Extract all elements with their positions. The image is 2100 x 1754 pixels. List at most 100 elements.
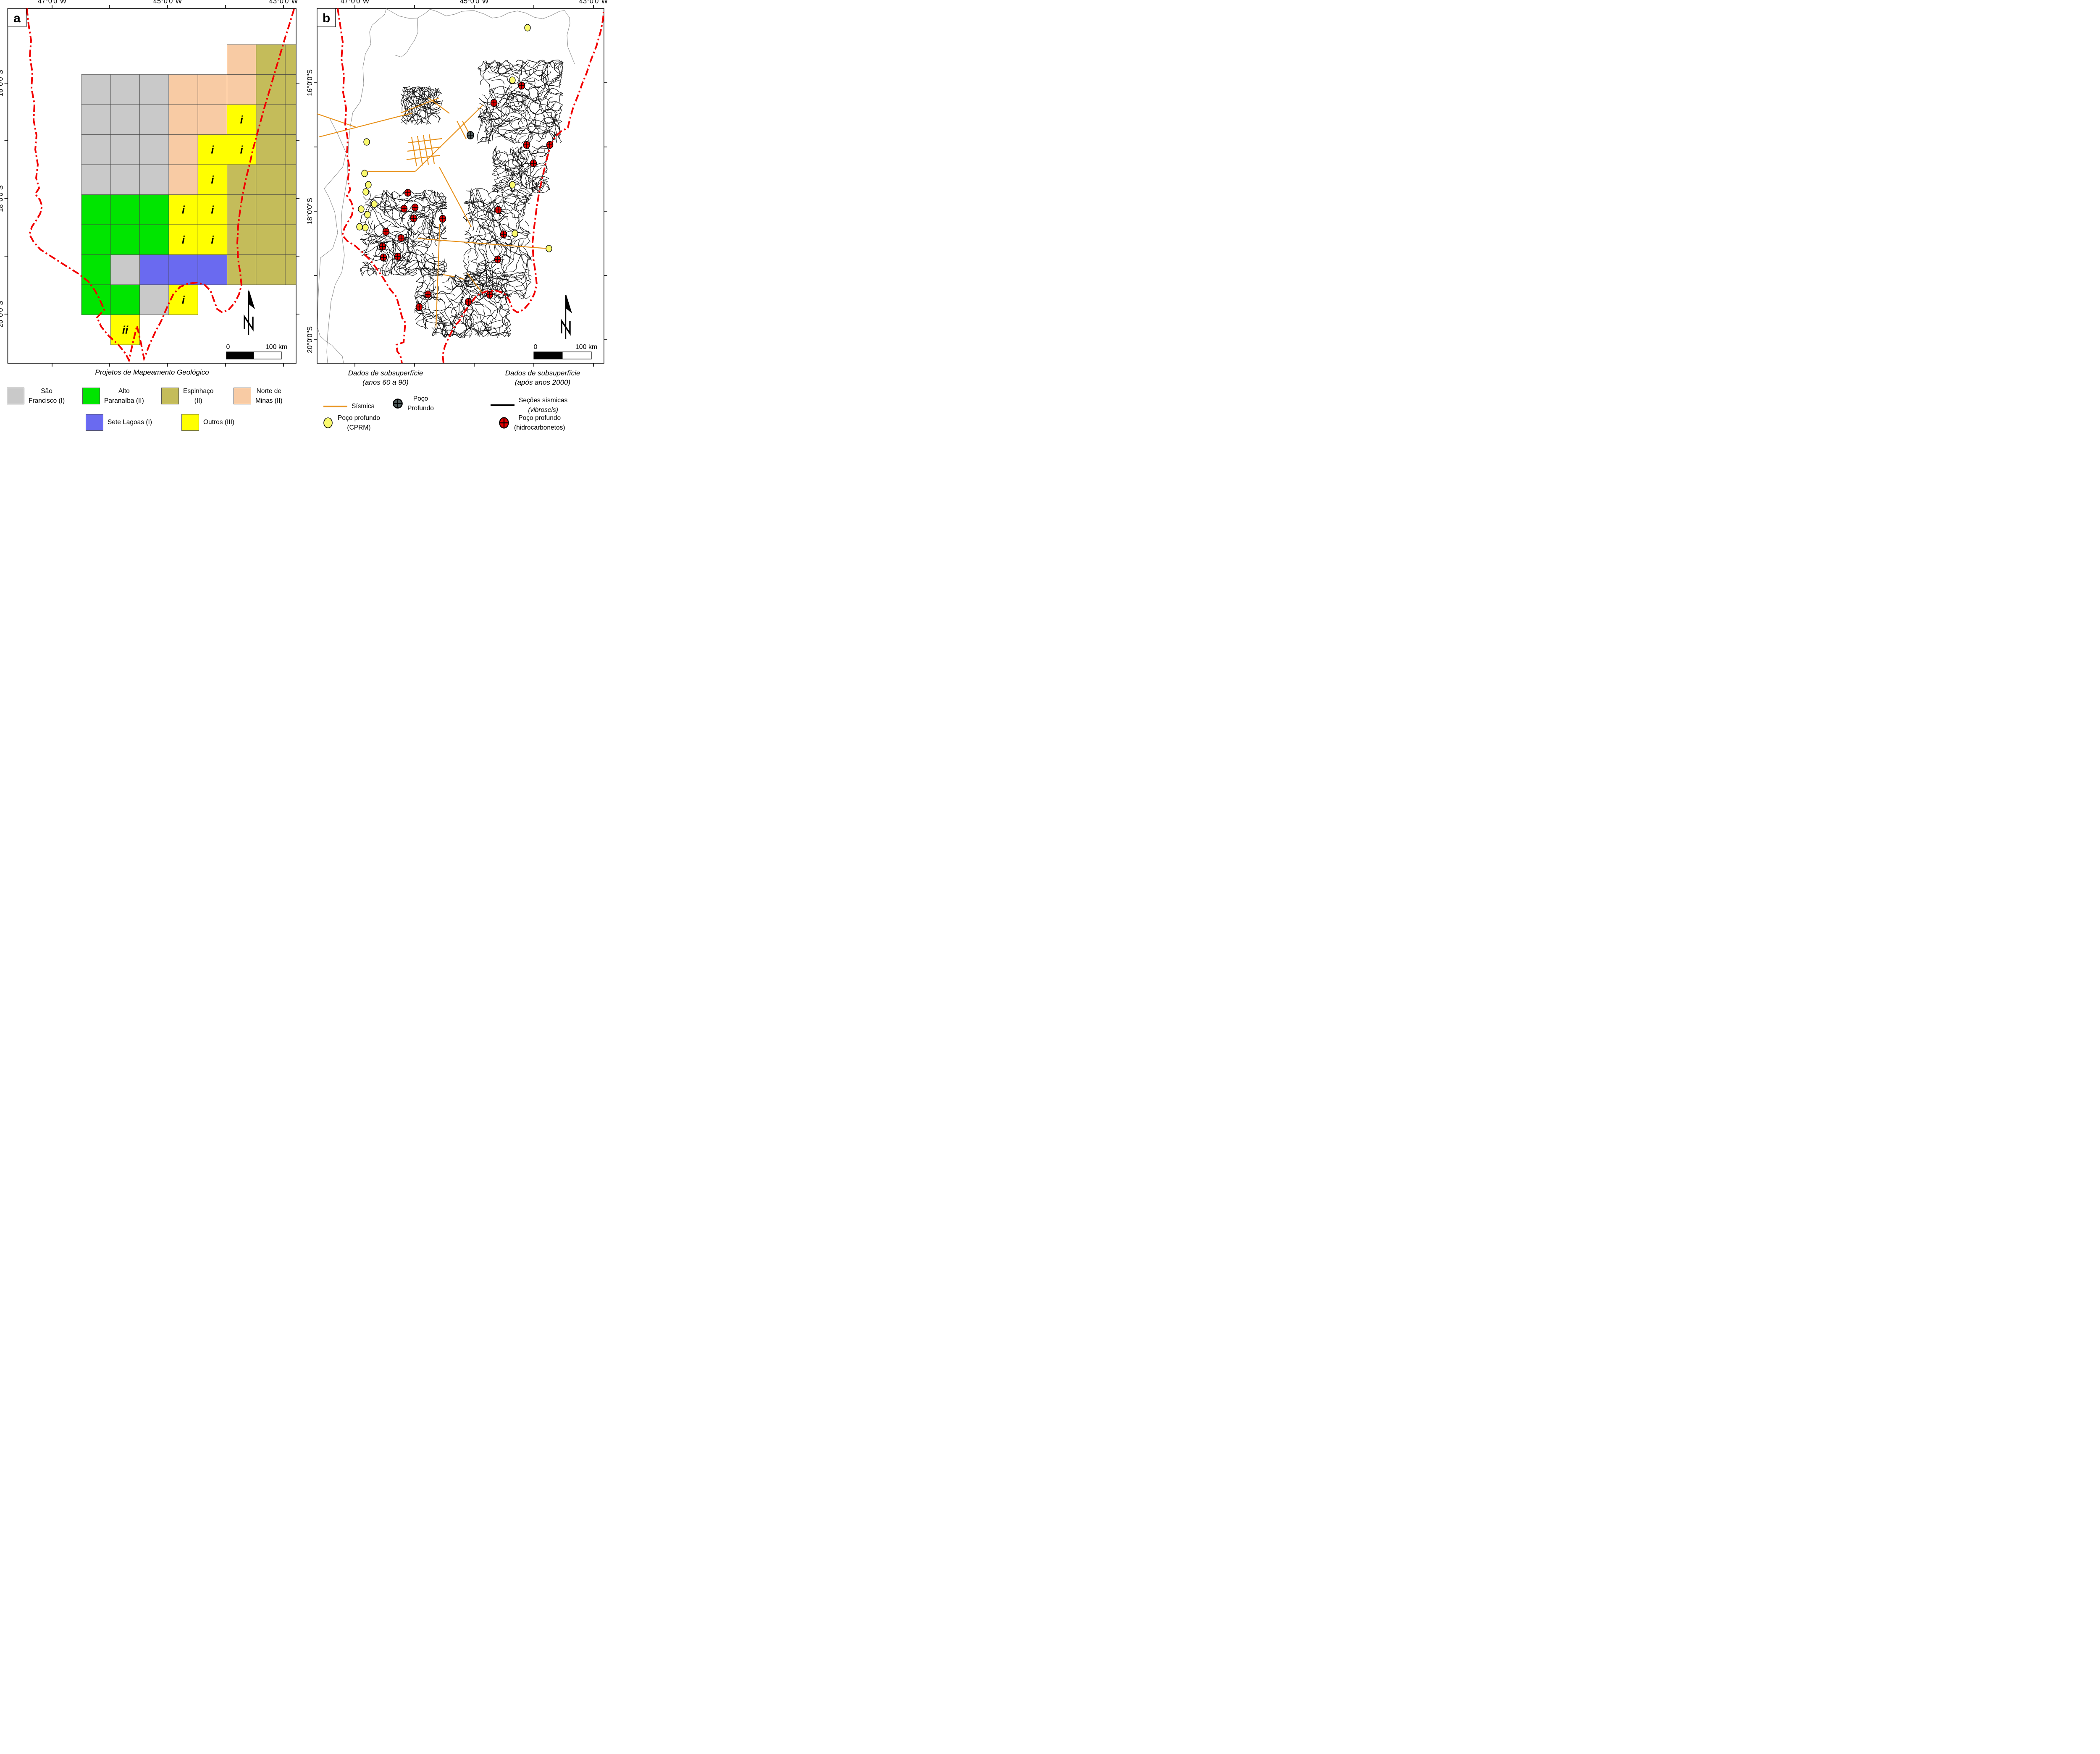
lat-tick-label: 20°0'0''S (0, 301, 5, 328)
scale-bar-filled-half (534, 352, 563, 359)
hydrocarbon-well (494, 255, 501, 264)
grid-cell-mark: i (211, 203, 214, 216)
north-arrow-head (566, 293, 572, 313)
legend-b-title-right: Dados de subsuperfície (após anos 2000) (477, 369, 608, 387)
cprm-well (371, 200, 378, 208)
scale-bar-distance: 100 km (575, 343, 597, 351)
seismic-line (458, 277, 464, 280)
legend-item-poco-profundo: Poço Profundo (392, 394, 434, 414)
grid-cell-mark: i (211, 143, 214, 156)
lat-tick-label: 18°0'0''S (0, 185, 5, 212)
grid-cell (256, 134, 286, 165)
scale-bar-a: 0 100 km (226, 343, 287, 359)
panel-letter-frame (7, 8, 27, 27)
grid-cell-mark: ii (122, 323, 129, 336)
legend-item-poco-hidrocarbonetos: Poço profundo (hidrocarbonetos) (498, 413, 565, 433)
lat-tick-label: 18°0'0''S (306, 198, 314, 225)
legend-a-title: Projetos de Mapeamento Geológico (95, 368, 209, 376)
grid-cell (110, 134, 140, 165)
grid-cell (110, 104, 140, 135)
grid-cell-mark: i (182, 203, 185, 216)
hydrocarbon-well (394, 252, 402, 261)
grid-cell (168, 164, 198, 195)
hydrocarbon-well (410, 214, 417, 223)
figure-root: 47°0'0''W 45°0'0''W 43°0'0''W 16°0'0''S 18°0… (0, 0, 612, 438)
swatch-alto-paranaiba (82, 388, 100, 405)
cprm-well (361, 170, 368, 177)
grid-cell (168, 224, 198, 255)
cprm-well-icon (323, 417, 333, 429)
lat-tick-label: 16°0'0''S (306, 69, 314, 96)
grid-cell-mark: i (240, 143, 244, 156)
grid-cell (110, 164, 140, 195)
hydrocarbon-well (424, 290, 432, 299)
state-boundary-line (386, 8, 575, 64)
hydrocarbon-well (518, 81, 525, 90)
hydrocarbon-well (486, 291, 494, 299)
grid-cell (168, 74, 198, 105)
grid-cell (285, 74, 297, 105)
lon-tick-label: 45°0'0''W (460, 0, 489, 5)
graticule-ticks-a: 47°0'0''W 45°0'0''W 43°0'0''W 16°0'0''S 18°0… (0, 0, 299, 367)
seismic-line (428, 97, 450, 114)
grid-cell (285, 224, 297, 255)
lon-tick-label: 43°0'0''W (269, 0, 298, 5)
state-boundary-line (394, 18, 418, 58)
grid-cell (285, 44, 297, 75)
craton-boundary-b-east (441, 11, 604, 364)
grid-cell (110, 284, 140, 315)
legend-label: (CPRM) (347, 424, 371, 432)
legend-item-poco-cprm: Poço profundo (CPRM) (323, 413, 380, 433)
grid-cell (285, 194, 297, 225)
wells (356, 24, 554, 311)
legend-item-sete-lagoas: Sete Lagoas (I) (86, 414, 152, 431)
grid-cell (256, 164, 286, 195)
grid-cell-mark: i (240, 113, 244, 126)
maps-canvas: 47°0'0''W 45°0'0''W 43°0'0''W 16°0'0''S 18°0… (0, 0, 608, 367)
state-boundary-line (317, 118, 346, 364)
legend-b-title-left: Dados de subsuperfície (anos 60 a 90) (320, 369, 451, 387)
grid-cell (227, 164, 257, 195)
grid-cell (227, 224, 257, 255)
grid-cell (197, 224, 227, 255)
cprm-well (362, 224, 369, 231)
grid-cell (285, 104, 297, 135)
legend-label: Poço profundo (518, 414, 561, 422)
seismic-line (407, 146, 441, 152)
grid-cell (197, 74, 227, 105)
grid-cell (110, 224, 140, 255)
legend-label: Espinhaço (183, 388, 214, 395)
cprm-well (509, 181, 516, 189)
grid-cell-mark: i (182, 294, 185, 306)
grid-cell (81, 134, 111, 165)
grid-cell (139, 164, 169, 195)
hydrocarbon-well (530, 159, 537, 168)
cprm-well (509, 76, 516, 84)
legend-item-sao-francisco: São Francisco (I) (7, 386, 65, 406)
legend-item-alto-paranaiba: Alto Paranaíba (II) (82, 386, 144, 406)
legend-label: Sísmica (352, 403, 375, 410)
seismic-line (457, 121, 467, 139)
hydrocarbon-well (500, 230, 507, 239)
seismic-line (435, 223, 441, 328)
legend-label: Poço (413, 395, 428, 402)
grid-cell (168, 134, 198, 165)
grid-cell (168, 284, 198, 315)
craton-boundary-a (26, 8, 295, 363)
legend-b-title-right-line1: Dados de subsuperfície (505, 369, 580, 377)
seismic-line (408, 138, 442, 144)
grid-cell-mark: i (211, 233, 214, 246)
grid-cell (139, 74, 169, 105)
north-arrow-n-glyph (244, 314, 254, 332)
cprm-well (356, 223, 363, 231)
swatch-norte-de-minas (234, 388, 251, 405)
legend-label: Poço profundo (338, 414, 380, 422)
vibroseis-line-sample (491, 404, 514, 406)
panel-letter-box-b: b (317, 8, 336, 27)
lon-tick-label: 47°0'0''W (38, 0, 67, 5)
legend-label: Profundo (407, 405, 434, 412)
lon-tick-label: 45°0'0''W (153, 0, 182, 5)
cprm-well (512, 230, 518, 237)
grid-cell (81, 194, 111, 225)
legend-b-title-right-line2: (após anos 2000) (514, 378, 571, 387)
